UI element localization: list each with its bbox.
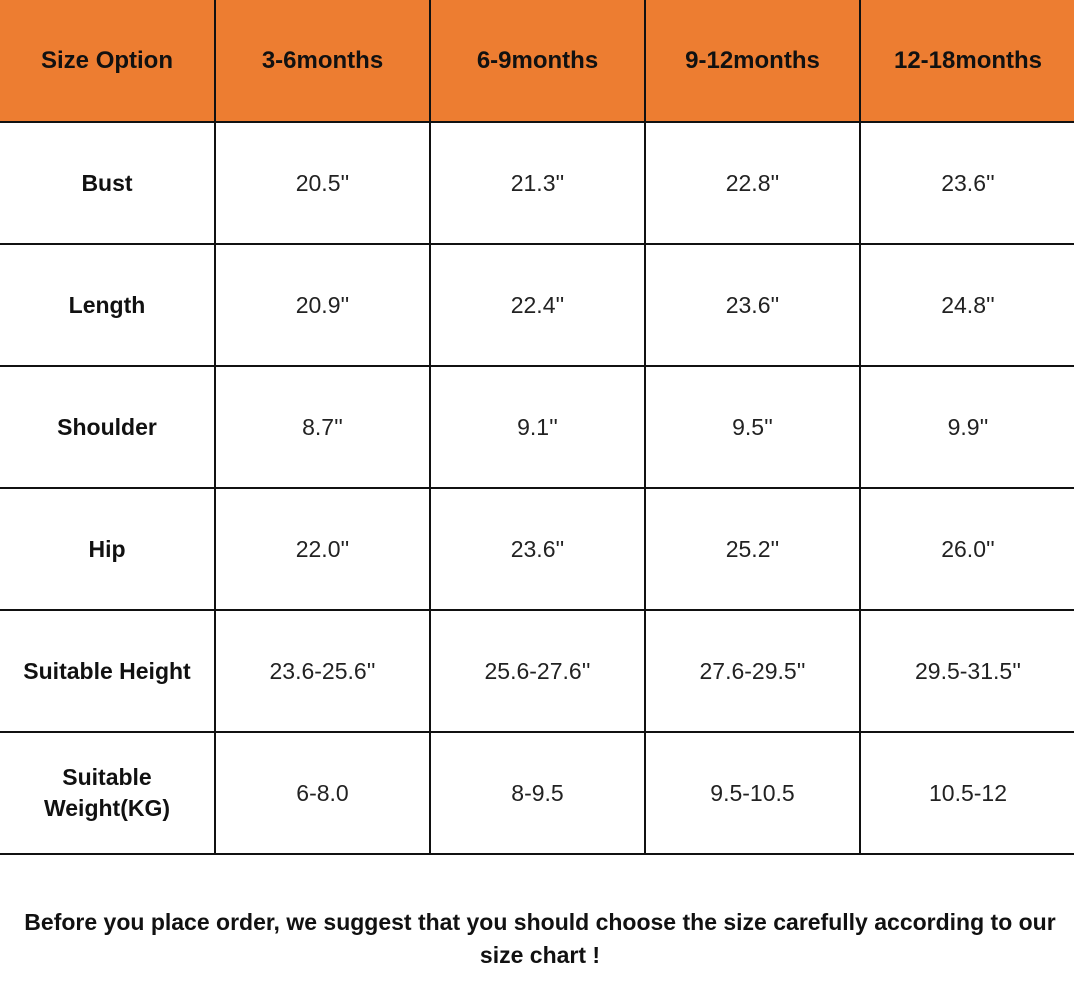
value-cell: 22.0'' [214,487,431,611]
header-row: Size Option 3-6months 6-9months 9-12mont… [0,0,1074,123]
row-label: Suitable Height [0,609,216,733]
value-cell: 23.6'' [429,487,646,611]
value-cell: 8.7'' [214,365,431,489]
table-row: Hip 22.0'' 23.6'' 25.2'' 26.0'' [0,487,1074,611]
table-row: Bust 20.5'' 21.3'' 22.8'' 23.6'' [0,121,1074,245]
table-row: Shoulder 8.7'' 9.1'' 9.5'' 9.9'' [0,365,1074,489]
value-cell: 26.0'' [859,487,1074,611]
header-cell: 3-6months [214,0,431,123]
header-cell: Size Option [0,0,216,123]
row-label: Shoulder [0,365,216,489]
value-cell: 23.6'' [644,243,861,367]
header-cell: 12-18months [859,0,1074,123]
table-row: Length 20.9'' 22.4'' 23.6'' 24.8'' [0,243,1074,367]
value-cell: 22.8'' [644,121,861,245]
value-cell: 27.6-29.5'' [644,609,861,733]
value-cell: 29.5-31.5'' [859,609,1074,733]
value-cell: 9.9'' [859,365,1074,489]
row-label: Hip [0,487,216,611]
value-cell: 25.6-27.6'' [429,609,646,733]
value-cell: 20.5'' [214,121,431,245]
value-cell: 25.2'' [644,487,861,611]
header-cell: 6-9months [429,0,646,123]
row-label: Suitable Weight(KG) [0,731,216,855]
value-cell: 6-8.0 [214,731,431,855]
value-cell: 9.5'' [644,365,861,489]
value-cell: 10.5-12 [859,731,1074,855]
header-cell: 9-12months [644,0,861,123]
value-cell: 23.6-25.6'' [214,609,431,733]
value-cell: 9.1'' [429,365,646,489]
value-cell: 8-9.5 [429,731,646,855]
size-chart-table: Size Option 3-6months 6-9months 9-12mont… [0,0,1074,855]
row-label: Bust [0,121,216,245]
value-cell: 24.8'' [859,243,1074,367]
value-cell: 9.5-10.5 [644,731,861,855]
table-row: Suitable Height 23.6-25.6'' 25.6-27.6'' 27.… [0,609,1074,733]
size-note: Before you place order, we suggest that … [24,909,1056,968]
value-cell: 22.4'' [429,243,646,367]
table-row: Suitable Weight(KG) 6-8.0 8-9.5 9.5-10.5 10.… [0,731,1074,855]
value-cell: 23.6'' [859,121,1074,245]
row-label: Length [0,243,216,367]
value-cell: 21.3'' [429,121,646,245]
value-cell: 20.9'' [214,243,431,367]
